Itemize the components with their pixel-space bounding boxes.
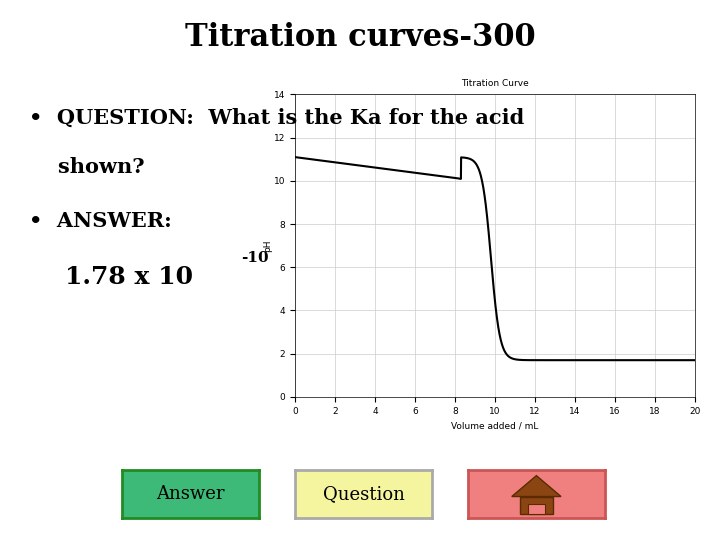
Text: •  QUESTION:  What is the Ka for the acid: • QUESTION: What is the Ka for the acid bbox=[29, 108, 524, 128]
Bar bbox=[528, 504, 544, 514]
Text: Question: Question bbox=[323, 485, 405, 503]
Text: Answer: Answer bbox=[156, 485, 225, 503]
Text: 1.78 x 10: 1.78 x 10 bbox=[65, 265, 193, 288]
Bar bbox=[520, 497, 553, 514]
Polygon shape bbox=[512, 476, 561, 497]
Text: Titration curves-300: Titration curves-300 bbox=[185, 22, 535, 52]
Text: •  ANSWER:: • ANSWER: bbox=[29, 211, 171, 231]
X-axis label: Volume added / mL: Volume added / mL bbox=[451, 421, 539, 430]
Text: shown?: shown? bbox=[29, 157, 145, 177]
Text: -10: -10 bbox=[241, 251, 269, 265]
Title: Titration Curve: Titration Curve bbox=[461, 79, 529, 88]
Y-axis label: pH: pH bbox=[264, 239, 273, 252]
